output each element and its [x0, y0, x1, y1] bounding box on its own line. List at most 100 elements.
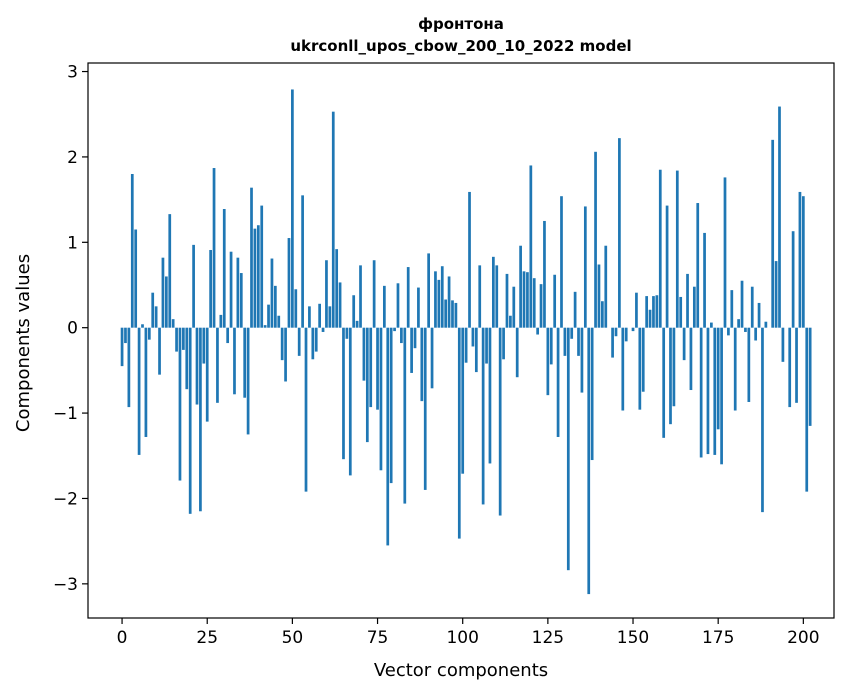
- bar-90: [427, 253, 431, 328]
- bar-112: [502, 327, 505, 360]
- bar-192: [774, 261, 778, 328]
- x-tick-label-175: 175: [702, 628, 734, 648]
- bar-1: [124, 327, 127, 344]
- bar-22: [195, 327, 199, 405]
- bar-147: [621, 327, 625, 411]
- bar-126: [549, 327, 553, 365]
- bar-27: [212, 168, 216, 328]
- bar-62: [331, 111, 335, 328]
- bar-29: [219, 314, 223, 328]
- bar-172: [706, 327, 710, 455]
- bar-66: [345, 327, 349, 339]
- x-tick-label-25: 25: [196, 628, 218, 648]
- bar-103: [471, 327, 475, 347]
- bar-87: [417, 287, 420, 328]
- bar-168: [692, 286, 696, 328]
- bar-187: [757, 302, 761, 328]
- bar-60: [325, 260, 328, 328]
- bar-100: [461, 327, 465, 474]
- bar-108: [488, 327, 492, 464]
- bar-47: [280, 327, 284, 361]
- bar-73: [369, 327, 373, 408]
- x-tick-label-150: 150: [617, 628, 649, 648]
- bar-35: [239, 273, 243, 328]
- bar-148: [624, 327, 628, 342]
- bar-198: [795, 327, 798, 403]
- ticks-group: 0 25 50 75 100 125 150 175 200 −3 −2 −1 0 1 2 3: [53, 63, 820, 648]
- bar-42: [263, 325, 267, 328]
- bar-130: [563, 327, 567, 356]
- bar-28: [216, 327, 219, 403]
- bar-16: [175, 327, 178, 352]
- bar-38: [250, 187, 253, 328]
- bar-160: [665, 205, 669, 328]
- bar-21: [192, 244, 195, 328]
- y-tick-label--1: −1: [53, 404, 78, 424]
- bar-113: [505, 273, 509, 328]
- bar-51: [294, 289, 298, 328]
- bar-166: [686, 273, 689, 328]
- bar-118: [522, 271, 526, 328]
- bar-170: [699, 327, 703, 458]
- bar-45: [273, 285, 277, 328]
- bar-14: [168, 214, 172, 328]
- bar-119: [526, 272, 529, 328]
- bar-12: [161, 257, 165, 328]
- bar-101: [464, 327, 468, 363]
- bar-116: [515, 327, 519, 378]
- bar-142: [604, 245, 608, 328]
- bar-141: [601, 301, 604, 328]
- bar-144: [611, 327, 614, 358]
- bar-83: [403, 327, 407, 504]
- bar-191: [771, 139, 775, 328]
- bar-186: [754, 327, 758, 341]
- bar-4: [134, 229, 138, 328]
- bar-92: [434, 271, 437, 328]
- bar-129: [560, 196, 563, 328]
- bar-167: [689, 327, 693, 391]
- bar-85: [410, 327, 413, 373]
- bar-13: [164, 276, 168, 328]
- bar-114: [509, 315, 512, 328]
- bar-99: [457, 327, 461, 539]
- bar-164: [679, 296, 683, 328]
- bar-52: [297, 327, 301, 356]
- bar-30: [222, 209, 226, 328]
- bar-162: [672, 327, 676, 407]
- bar-68: [352, 295, 356, 328]
- bar-171: [703, 232, 706, 328]
- bar-63: [335, 249, 339, 328]
- bar-80: [393, 327, 396, 332]
- bar-185: [750, 286, 754, 328]
- bar-197: [791, 231, 795, 328]
- bar-158: [658, 169, 662, 328]
- bar-136: [583, 206, 587, 328]
- x-tick-label-200: 200: [787, 628, 819, 648]
- bar-159: [662, 327, 666, 438]
- bar-81: [396, 283, 400, 328]
- bar-193: [778, 106, 781, 328]
- bar-151: [635, 292, 638, 328]
- bar-40: [256, 225, 260, 328]
- bar-32: [229, 251, 233, 328]
- bar-48: [284, 327, 287, 382]
- bar-46: [277, 315, 281, 328]
- y-tick-label-0: 0: [67, 319, 78, 339]
- bar-18: [182, 327, 185, 350]
- bar-128: [556, 327, 560, 437]
- bar-189: [764, 321, 768, 328]
- y-axis-label: Components values: [13, 254, 34, 432]
- bar-150: [631, 327, 635, 332]
- bar-9: [151, 292, 155, 328]
- x-axis-label: Vector components: [374, 660, 548, 681]
- bar-10: [154, 306, 158, 328]
- bar-65: [342, 327, 345, 460]
- bar-178: [727, 327, 730, 336]
- bar-26: [209, 249, 212, 328]
- bar-105: [478, 265, 482, 328]
- bar-89: [423, 327, 427, 490]
- bar-36: [243, 327, 247, 398]
- bar-56: [311, 327, 315, 360]
- bar-201: [805, 327, 809, 492]
- bar-33: [233, 327, 236, 395]
